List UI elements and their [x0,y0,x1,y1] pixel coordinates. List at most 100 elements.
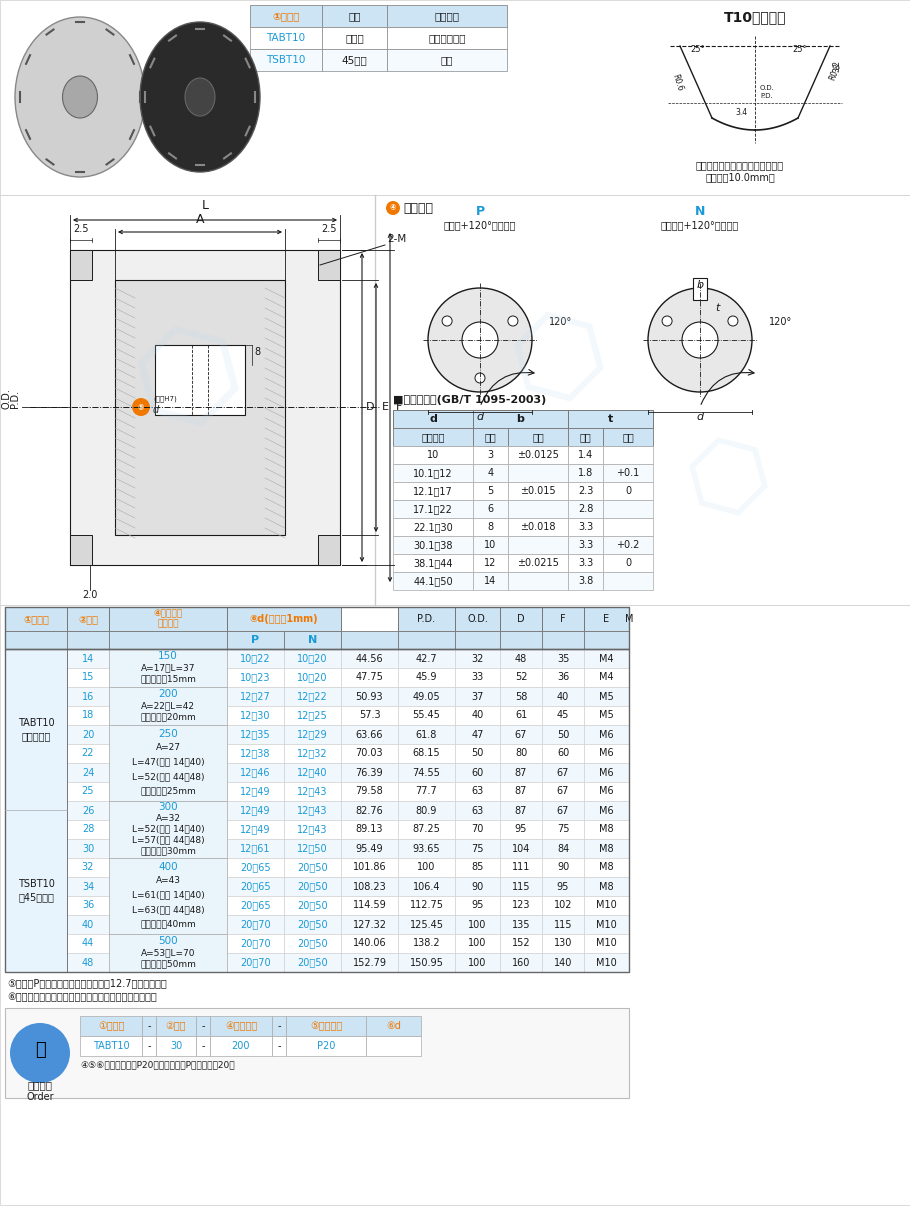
Ellipse shape [185,78,215,116]
Text: （键槽孔+120°螺纹孔）: （键槽孔+120°螺纹孔） [661,219,739,230]
Bar [70,250,340,564]
Text: 47.75: 47.75 [356,673,383,683]
Text: 82.76: 82.76 [356,806,383,816]
Bar [341,839,398,858]
Text: 皮带宽度：40mm: 皮带宽度：40mm [140,919,196,929]
Bar [341,876,398,896]
Bar [508,446,568,464]
Text: M8: M8 [599,863,614,873]
Text: 250: 250 [158,729,177,739]
Bar [603,428,653,446]
Text: L=52(齿数 14～40): L=52(齿数 14～40) [132,824,205,834]
Bar [341,953,398,972]
Bar [500,668,542,688]
Text: 齿槽尺寸会因齿数不同而略有差异: 齿槽尺寸会因齿数不同而略有差异 [696,160,784,169]
Bar [398,876,455,896]
Text: ②齿数: ②齿数 [78,614,98,624]
Text: 2-M: 2-M [387,234,406,244]
Text: ■键槽尺寸表(GB/T 1095-2003): ■键槽尺寸表(GB/T 1095-2003) [393,395,546,405]
Text: 500: 500 [158,936,177,946]
Text: O.D.: O.D. [467,614,488,624]
Text: 138.2: 138.2 [413,939,440,948]
Bar [500,744,542,763]
Text: 75: 75 [471,844,484,853]
Text: 89.13: 89.13 [356,824,383,835]
Text: 45号锆: 45号锆 [341,55,368,65]
Bar [473,446,508,464]
Bar [322,49,387,71]
Text: 24: 24 [82,768,95,778]
Bar [568,536,603,553]
Bar [67,763,109,783]
Text: 12～29: 12～29 [298,729,328,740]
Text: 公差: 公差 [532,432,544,442]
Bar [155,345,245,414]
Text: P.D.: P.D. [10,390,20,408]
Text: 115: 115 [554,919,572,930]
Text: 12～43: 12～43 [298,824,328,835]
Text: P20: P20 [317,1041,335,1051]
Bar [542,688,584,706]
Bar [0,0,910,195]
Bar [584,725,629,744]
Bar [286,1015,366,1036]
Text: 100: 100 [469,939,487,948]
Text: 130: 130 [554,939,572,948]
Text: 95: 95 [471,901,484,911]
Bar [603,553,653,572]
Text: ①类型码: ①类型码 [97,1022,124,1031]
Bar [67,839,109,858]
Bar [398,668,455,688]
Text: ⑥d: ⑥d [386,1022,401,1031]
Text: （圆孔+120°螺纹孔）: （圆孔+120°螺纹孔） [444,219,516,230]
Circle shape [475,373,485,383]
Text: 12.1～17: 12.1～17 [413,486,453,496]
Bar [393,464,473,482]
Bar [67,915,109,934]
Text: 18: 18 [82,711,94,720]
Bar [366,1015,421,1036]
Text: 112.75: 112.75 [410,901,443,911]
Text: 150: 150 [158,651,177,661]
Text: 10～20: 10～20 [298,673,328,683]
Text: M6: M6 [599,729,614,740]
Text: 140: 140 [554,957,572,968]
Text: M6: M6 [599,748,614,758]
Bar [542,858,584,876]
Text: 44: 44 [82,939,94,948]
Bar [284,706,341,725]
Bar [455,649,500,668]
Text: 3.3: 3.3 [578,522,593,531]
Text: 80.9: 80.9 [416,806,437,816]
Text: 3.3: 3.3 [578,558,593,568]
Bar [67,858,109,876]
Text: 15: 15 [82,673,95,683]
Bar [398,934,455,953]
Bar [500,915,542,934]
Text: 3.2: 3.2 [832,60,841,72]
Bar [67,801,109,820]
Text: 30: 30 [170,1041,182,1051]
Bar [284,858,341,876]
Text: 114.59: 114.59 [353,901,387,911]
Text: (公差H7): (公差H7) [153,396,177,402]
Text: 58: 58 [515,691,527,701]
Bar [109,688,227,725]
Text: L=57(齿数 44～48): L=57(齿数 44～48) [132,835,205,845]
Circle shape [10,1023,70,1082]
Bar [398,631,455,649]
Text: 44.1～50: 44.1～50 [413,577,453,586]
Text: 33: 33 [471,673,483,683]
Bar [603,572,653,590]
Bar [250,27,322,49]
Text: A=22，L=42: A=22，L=42 [141,701,195,709]
Text: 皮带宽度：15mm: 皮带宽度：15mm [140,674,196,684]
Bar [0,605,910,1206]
Text: 67: 67 [557,806,569,816]
Text: -: - [201,1022,205,1031]
Text: 20～50: 20～50 [298,881,328,891]
Bar [500,839,542,858]
Bar [341,631,398,649]
Text: 10.1～12: 10.1～12 [413,468,453,478]
Bar [568,518,603,536]
